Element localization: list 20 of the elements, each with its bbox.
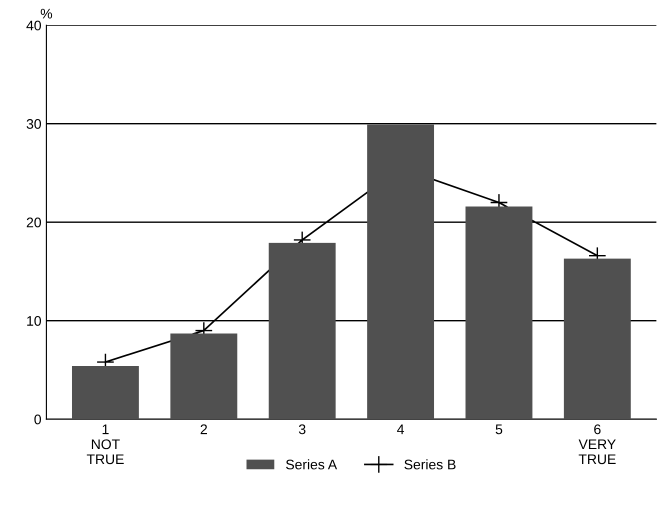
y-tick-label: 20 xyxy=(26,218,42,228)
bar xyxy=(367,124,434,420)
x-tick-label: 1 NOT TRUE xyxy=(86,424,124,464)
bar xyxy=(72,366,139,420)
x-tick-label: 5 xyxy=(496,424,502,434)
y-tick-label: 30 xyxy=(26,119,42,129)
legend-label: Series B xyxy=(404,459,456,470)
bar xyxy=(564,258,631,420)
bar xyxy=(466,206,532,420)
x-tick-label: 6 VERY TRUE xyxy=(578,424,616,464)
y-axis-title: % xyxy=(40,8,52,19)
bar xyxy=(170,333,238,420)
y-tick-label: 40 xyxy=(26,20,42,30)
bar xyxy=(268,242,336,420)
legend-label: Series A xyxy=(286,459,338,470)
y-tick-label: 10 xyxy=(27,316,42,326)
y-tick-label: 0 xyxy=(34,414,42,424)
x-tick-label: 4 xyxy=(397,424,404,434)
x-tick-label: 3 xyxy=(298,424,306,434)
x-tick-label: 2 xyxy=(200,424,207,434)
